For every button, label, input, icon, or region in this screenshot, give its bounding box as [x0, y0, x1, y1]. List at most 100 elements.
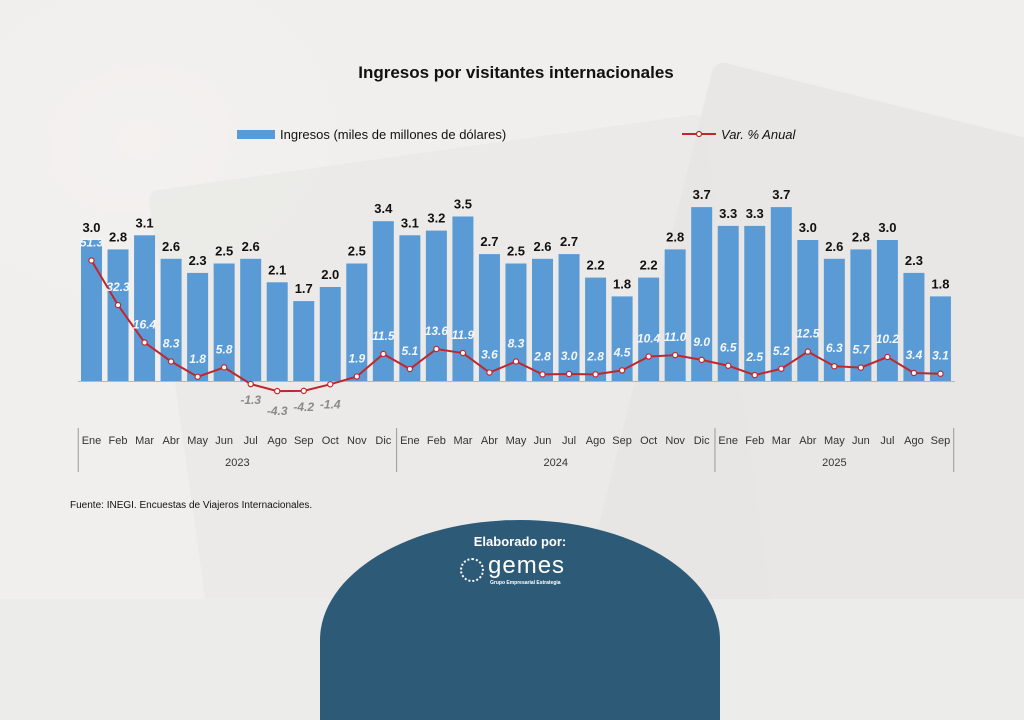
- bar-value-label: 2.2: [587, 258, 605, 273]
- x-axis: Ene Feb Mar Abr May Jun Jul Ago Sep Oct Nov Dic Ene F…: [77, 428, 955, 472]
- bar-value-label: 2.3: [189, 253, 207, 268]
- line-value-label: 9.0: [693, 335, 710, 349]
- bar: [187, 272, 209, 381]
- x-tick-label: Ene: [82, 435, 102, 447]
- x-tick-label: Dic: [694, 435, 710, 447]
- legend-line-label: Var. % Anual: [721, 127, 797, 142]
- bar: [638, 277, 660, 381]
- x-tick-label: Ago: [904, 435, 924, 447]
- line-value-label: 6.5: [720, 341, 737, 355]
- line-point: [220, 364, 228, 371]
- bar: [81, 240, 102, 381]
- bar: [425, 230, 447, 381]
- x-tick-label: Dic: [375, 435, 391, 447]
- line-value-label: 12.5: [796, 327, 820, 341]
- line-point: [380, 350, 387, 358]
- bar-value-label: 3.4: [374, 201, 393, 216]
- bar-value-label: 2.5: [507, 244, 525, 259]
- line-value-label: 10.4: [637, 332, 661, 346]
- line-value-label: 2.8: [533, 349, 551, 363]
- bar: [532, 258, 554, 381]
- x-tick-label: Mar: [135, 435, 154, 447]
- chart: Ingresos por visitantes internacionales …: [77, 63, 955, 472]
- line-value-label: 8.3: [163, 336, 180, 350]
- bar: [691, 207, 713, 381]
- line-point: [486, 369, 493, 376]
- x-tick-label: Mar: [453, 435, 472, 447]
- line-point: [539, 371, 546, 378]
- bar: [346, 263, 368, 381]
- line-point: [857, 364, 865, 371]
- line-value-label: -1.4: [320, 397, 341, 411]
- line-point: [167, 358, 175, 365]
- x-tick-label: Abr: [163, 435, 180, 447]
- line-point: [698, 356, 705, 364]
- bar: [107, 249, 129, 381]
- x-tick-label: Jul: [244, 435, 258, 447]
- bar: [372, 221, 394, 381]
- bar-value-label: 2.1: [268, 262, 286, 277]
- line-value-label: 2.8: [586, 349, 604, 363]
- bar: [319, 287, 341, 381]
- bar: [160, 258, 182, 381]
- line-point: [141, 339, 148, 346]
- legend: Ingresos (miles de millones de dólares) …: [237, 127, 797, 142]
- line-value-label: 4.5: [613, 345, 631, 359]
- chart-title: Ingresos por visitantes internacionales: [358, 63, 674, 82]
- line-point: [618, 367, 626, 374]
- x-tick-label: Oct: [640, 435, 657, 447]
- bar-value-label: 2.6: [533, 239, 551, 254]
- line-value-label: 6.3: [826, 341, 843, 355]
- bar: [850, 249, 872, 381]
- gemes-logo: gemes Grupo Empresarial Estrategia: [458, 552, 588, 590]
- labels-layer: 3.0 2.8 3.1 2.6 2.3 2.5 2.6 2.1 1.7 2.0 2.5 3.4 3.1 3…: [80, 187, 950, 418]
- x-tick-label: Abr: [481, 435, 498, 447]
- x-tick-label: Ago: [267, 435, 287, 447]
- bar-value-label: 3.3: [719, 206, 737, 221]
- x-tick-label: Jun: [852, 435, 870, 447]
- bar: [452, 216, 474, 381]
- line-value-label: 1.8: [189, 352, 206, 366]
- bar-value-label: 3.2: [427, 211, 445, 226]
- bars-layer: [81, 207, 951, 381]
- bar-value-label: 3.7: [693, 187, 711, 202]
- bar-value-label: 1.8: [613, 276, 631, 291]
- line-point: [274, 387, 281, 395]
- logo-tagline: Grupo Empresarial Estrategia: [490, 580, 561, 586]
- bar: [823, 258, 845, 381]
- legend-bar-swatch: [237, 130, 275, 139]
- line-point: [645, 353, 652, 360]
- bar-value-label: 3.1: [401, 215, 419, 230]
- bar: [717, 225, 739, 381]
- line-point: [88, 257, 95, 264]
- line-value-label: 3.4: [906, 348, 923, 362]
- x-tick-label: Sep: [612, 435, 632, 447]
- line-point: [910, 369, 918, 377]
- x-tick-label: Mar: [772, 435, 791, 447]
- source-note: Fuente: INEGI. Encuestas de Viajeros Int…: [70, 500, 313, 511]
- bar: [240, 258, 262, 381]
- bar-value-label: 2.8: [109, 229, 127, 244]
- bar: [213, 263, 235, 381]
- year-label: 2024: [544, 457, 568, 469]
- year-label: 2025: [822, 457, 846, 469]
- bar: [876, 240, 898, 381]
- bar-value-label: 2.6: [825, 239, 843, 254]
- bar-value-label: 2.8: [852, 229, 870, 244]
- line-value-label: 5.2: [773, 344, 790, 358]
- bar: [399, 235, 421, 381]
- line-value-label: 11.0: [664, 330, 687, 344]
- line-point: [512, 358, 520, 365]
- line-value-label: -1.3: [240, 393, 261, 407]
- bar: [266, 282, 288, 381]
- x-tick-label: Oct: [322, 435, 339, 447]
- line-point: [327, 381, 334, 388]
- bar: [797, 240, 819, 381]
- legend-line-marker: [695, 130, 703, 138]
- bar: [585, 277, 607, 381]
- bar-value-label: 2.5: [215, 244, 233, 259]
- line-value-label: 13.6: [425, 324, 449, 338]
- bar: [770, 207, 792, 381]
- x-tick-label: Sep: [294, 435, 314, 447]
- x-tick-label: May: [187, 435, 208, 447]
